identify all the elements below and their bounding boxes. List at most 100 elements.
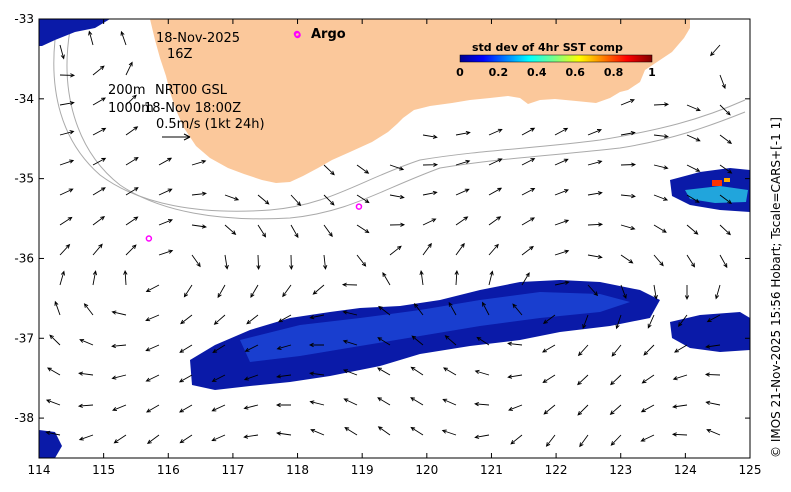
current-arrow [125,187,139,196]
current-arrow [125,61,133,76]
x-tick-label: 117 [221,463,244,477]
current-arrow [191,159,207,166]
current-arrow [213,314,226,325]
current-arrow [719,254,728,269]
argo-float-marker [294,31,301,39]
current-arrow [587,284,599,297]
current-arrow [579,434,589,448]
current-arrow [323,164,335,176]
current-arrow [672,404,688,409]
current-arrow [341,282,358,287]
current-arrow [356,224,370,234]
contour-200m [53,39,746,212]
current-arrow [113,434,127,444]
current-arrow [125,157,139,166]
current-arrow [120,30,127,46]
x-tick-label: 118 [286,463,309,477]
current-arrow [59,270,65,286]
current-arrow [719,104,731,116]
current-arrow [554,249,570,256]
current-arrow [145,344,160,352]
current-arrow [620,193,636,199]
current-arrow [59,44,65,60]
current-arrow [476,336,490,346]
current-arrow [653,284,658,300]
current-arrow [59,216,73,226]
current-arrow [123,269,128,286]
current-arrow [508,404,523,411]
argo-floats [145,31,363,242]
current-arrow [308,342,324,348]
current-arrow [356,164,370,174]
current-arrow [422,218,437,226]
current-arrow [178,374,193,383]
current-arrow [640,434,655,442]
current-arrow [88,30,94,46]
colorbar-tick-label: 0.6 [565,66,585,79]
current-arrow [191,191,207,196]
current-arrow [378,305,391,316]
current-arrow [257,194,270,205]
current-arrow [521,127,536,136]
current-arrow [125,216,139,226]
current-arrow [577,344,589,357]
current-arrow [343,398,358,406]
current-arrow [309,314,325,320]
current-arrow [521,158,536,166]
current-arrow [521,245,534,256]
current-arrow [715,284,721,300]
current-arrow [587,222,604,227]
current-arrow [706,428,721,436]
contour-1000m [66,29,746,220]
colorbar-tick-label: 0.8 [604,66,624,79]
current-arrow [377,337,391,346]
current-vectors [45,30,733,448]
colorbar-tick-label: 0.4 [527,66,547,79]
current-arrow [686,104,701,112]
x-tick-label: 116 [157,463,180,477]
current-arrow [410,397,424,406]
plot-frame [38,18,751,459]
argo-float-marker [355,203,363,210]
current-arrow [419,270,424,286]
current-arrow [377,426,391,436]
x-tick-label: 124 [674,463,697,477]
current-arrow [705,344,721,349]
current-arrow [686,224,699,235]
current-arrow [474,401,490,407]
current-arrow [246,314,259,325]
current-arrow [180,314,193,325]
x-tick-label: 121 [480,463,503,477]
current-arrow [719,224,731,236]
current-arrow [582,314,589,330]
colorbar-tick-label: 0.2 [489,66,509,79]
current-arrow [179,434,193,444]
current-arrow [640,404,655,413]
current-arrow [250,284,259,299]
current-arrow [212,344,226,353]
current-arrow [78,434,94,441]
current-arrow [653,254,664,267]
current-arrow [158,249,174,256]
current-arrow [587,191,603,196]
current-arrow [342,339,358,346]
current-arrow [554,158,569,166]
current-arrow [211,404,226,412]
scale-label: 0.5m/s (1kt 24h) [156,117,265,132]
current-arrow [554,127,569,136]
colorbar-tick-label: 1 [648,66,656,79]
current-arrow [512,303,523,316]
current-arrow [389,194,405,200]
current-arrow [145,284,160,292]
current-arrow [146,434,160,445]
current-arrow [111,310,127,316]
hour-label: 16Z [167,47,193,62]
current-arrow [719,74,726,90]
y-tick-label: -34 [14,92,34,106]
current-arrow [310,428,325,436]
info-block: 18-Nov-2025 16Z 200m NRT00 GSL 1000m 18-… [108,31,265,141]
current-arrow [587,129,602,136]
current-arrow [344,427,358,436]
current-arrow [158,188,173,196]
current-arrow [455,242,465,256]
